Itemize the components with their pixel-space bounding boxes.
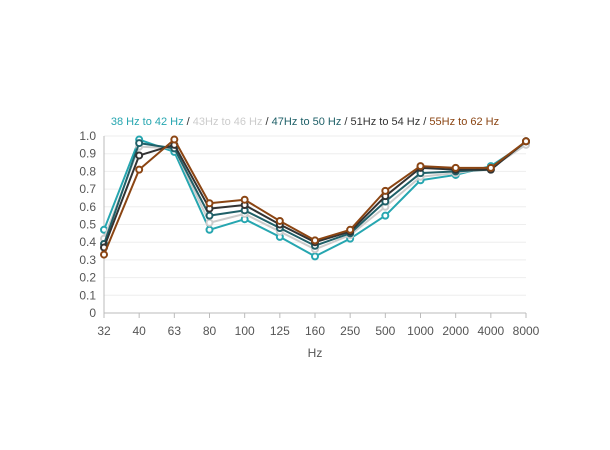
y-tick-label: 0	[89, 306, 96, 320]
grid-lines	[104, 135, 526, 314]
data-point[interactable]	[100, 250, 108, 259]
legend-separator: /	[341, 116, 351, 128]
x-axis-title: Hz	[308, 346, 323, 360]
y-tick-label: 0.1	[79, 288, 96, 302]
x-tick-label: 500	[375, 324, 395, 338]
x-tick-label: 125	[270, 324, 290, 338]
x-tick-label: 32	[97, 324, 111, 338]
legend-separator: /	[183, 116, 193, 128]
legend-separator: /	[262, 116, 272, 128]
legend-item[interactable]: 38 Hz to 42 Hz	[110, 116, 184, 128]
y-axis-tick-labels: 0 0.1 0.2 0.3 0.4 0.5 0.6 0.7 0.8 0.9 1.0	[79, 129, 96, 320]
series-line	[103, 144, 527, 251]
y-tick-label: 1.0	[79, 129, 96, 143]
legend-item[interactable]: 43Hz to 46 Hz	[192, 116, 263, 128]
x-tick-label: 250	[340, 324, 360, 338]
y-tick-label: 0.7	[79, 182, 96, 196]
x-tick-label: 4000	[477, 324, 504, 338]
chart-legend: 38 Hz to 42 Hz / 43Hz to 46 Hz / 47Hz to…	[0, 115, 610, 129]
data-point[interactable]	[205, 211, 214, 220]
data-point[interactable]	[205, 218, 214, 227]
data-point[interactable]	[240, 195, 249, 204]
series-line	[103, 140, 527, 247]
data-point[interactable]	[381, 211, 390, 220]
data-point[interactable]	[522, 137, 530, 146]
x-tick-label: 80	[203, 324, 217, 338]
x-tick-label: 2000	[442, 324, 469, 338]
data-point[interactable]	[135, 165, 144, 174]
x-tick-label: 40	[132, 324, 146, 338]
data-point[interactable]	[311, 236, 319, 245]
x-axis-tick-labels: 32 40 63 80 100 125 160 250 500 1000 2000 4000 8000	[97, 313, 540, 338]
x-tick-label: 63	[168, 324, 182, 338]
data-point[interactable]	[311, 252, 319, 261]
y-tick-label: 0.2	[79, 271, 96, 285]
data-point[interactable]	[486, 163, 495, 172]
y-tick-label: 0.6	[79, 200, 96, 214]
data-point[interactable]	[381, 186, 390, 195]
legend-item[interactable]: 47Hz to 50 Hz	[271, 116, 342, 128]
x-tick-label: 1000	[407, 324, 434, 338]
x-tick-label: 100	[235, 324, 255, 338]
y-tick-label: 0.8	[79, 164, 96, 178]
legend-item[interactable]: 51Hz to 54 Hz	[350, 116, 421, 128]
series-group	[100, 140, 530, 254]
y-tick-label: 0.5	[79, 218, 96, 232]
data-point[interactable]	[205, 225, 214, 234]
data-point[interactable]	[135, 151, 144, 160]
data-point[interactable]	[451, 163, 460, 172]
y-tick-label: 0.3	[79, 253, 96, 267]
y-tick-label: 0.4	[79, 235, 96, 249]
x-tick-label: 160	[305, 324, 325, 338]
series-group	[100, 137, 530, 250]
data-point[interactable]	[170, 135, 179, 144]
chart-series	[100, 135, 530, 261]
data-point[interactable]	[135, 139, 144, 148]
data-point[interactable]	[205, 199, 214, 208]
x-tick-label: 8000	[513, 324, 540, 338]
data-point[interactable]	[346, 225, 355, 234]
series-group	[100, 137, 530, 252]
legend-item[interactable]: 55Hz to 62 Hz	[429, 116, 500, 128]
data-point[interactable]	[416, 162, 425, 171]
series-line	[103, 140, 527, 248]
series-group	[100, 135, 530, 259]
data-point[interactable]	[275, 216, 284, 225]
y-tick-label: 0.9	[79, 147, 96, 161]
legend-separator: /	[420, 116, 430, 128]
